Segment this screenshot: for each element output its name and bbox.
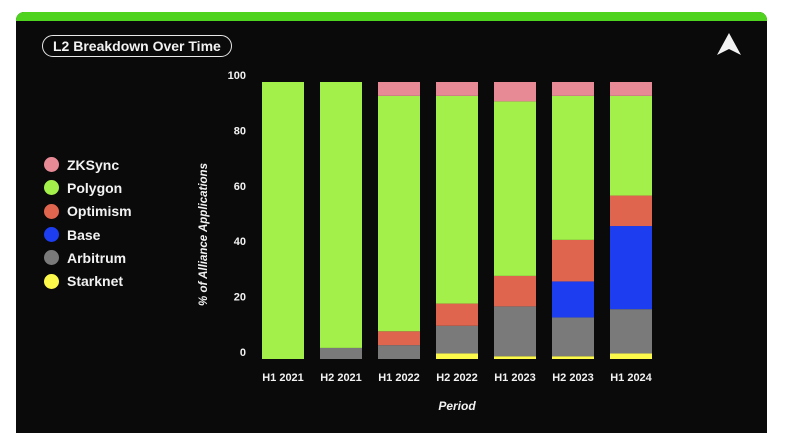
- chart-legend: ZKSync Polygon Optimism Base Arbitrum Starkne…: [44, 153, 132, 293]
- legend-label: Optimism: [67, 203, 132, 220]
- x-tick-label: H1 2022: [378, 372, 420, 384]
- y-tick-label: 60: [234, 181, 246, 193]
- bar-segment-starknet: [552, 356, 594, 359]
- legend-swatch: [44, 157, 59, 173]
- x-tick-label: H2 2021: [320, 372, 362, 384]
- bar-segment-optimism: [494, 275, 536, 307]
- legend-item-polygon: Polygon: [44, 176, 132, 199]
- legend-label: Arbitrum: [67, 249, 127, 266]
- x-axis-label: Period: [438, 399, 476, 413]
- chart-title: L2 Breakdown Over Time: [42, 35, 232, 57]
- legend-item-starknet: Starknet: [44, 269, 132, 292]
- legend-item-base: Base: [44, 223, 132, 246]
- bar-segment-optimism: [378, 331, 420, 346]
- legend-swatch: [44, 273, 59, 289]
- bar-segment-starknet: [494, 356, 536, 359]
- bar-segment-arbitrum: [552, 317, 594, 357]
- bar-segment-base: [552, 281, 594, 318]
- bar-segment-polygon: [494, 101, 536, 276]
- triangle-logo-icon: [717, 33, 741, 55]
- bar-segment-zksync: [436, 82, 478, 96]
- legend-label: Starknet: [67, 273, 124, 290]
- legend-label: ZKSync: [67, 156, 120, 173]
- x-tick-label: H2 2022: [436, 372, 478, 384]
- legend-swatch: [44, 203, 59, 219]
- legend-label: Polygon: [67, 179, 123, 196]
- bar-segment-polygon: [378, 95, 420, 332]
- x-tick-label: H1 2021: [262, 372, 304, 384]
- bar-segment-starknet: [610, 353, 652, 359]
- bar-segment-optimism: [436, 303, 478, 326]
- bar-segment-optimism: [552, 239, 594, 282]
- y-tick-label: 20: [234, 292, 246, 304]
- legend-swatch: [44, 180, 59, 196]
- bar-segment-polygon: [436, 95, 478, 304]
- legend-item-arbitrum: Arbitrum: [44, 246, 132, 269]
- bar-segment-arbitrum: [610, 309, 652, 354]
- bar-segment-optimism: [610, 195, 652, 227]
- bar-segment-polygon: [610, 95, 652, 196]
- bar-segment-zksync: [494, 82, 536, 102]
- bar-segment-arbitrum: [494, 306, 536, 357]
- bar-segment-polygon: [320, 82, 362, 348]
- legend-swatch: [44, 250, 59, 266]
- legend-label: Base: [67, 226, 101, 243]
- bar-segment-polygon: [552, 95, 594, 240]
- y-tick-label: 0: [240, 347, 246, 359]
- bar-segment-arbitrum: [378, 345, 420, 359]
- bar-segment-zksync: [610, 82, 652, 96]
- bar-segment-starknet: [436, 353, 478, 359]
- y-axis-label: % of Alliance Applications: [198, 163, 210, 306]
- top-accent-bar: [16, 12, 767, 21]
- legend-swatch: [44, 227, 59, 243]
- x-tick-label: H2 2023: [552, 372, 594, 384]
- legend-item-zksync: ZKSync: [44, 153, 132, 176]
- bar-segment-base: [610, 226, 652, 310]
- bar-segment-arbitrum: [320, 347, 362, 359]
- legend-item-optimism: Optimism: [44, 200, 132, 223]
- chart-card: L2 Breakdown Over Time ZKSync Polygon Opti…: [16, 12, 767, 433]
- y-tick-label: 80: [234, 125, 246, 137]
- x-tick-label: H1 2024: [610, 372, 652, 384]
- x-tick-label: H1 2023: [494, 372, 536, 384]
- y-tick-label: 40: [234, 236, 246, 248]
- y-tick-label: 100: [228, 70, 246, 82]
- stacked-bar-chart: 0 20 40 60 80 100 % of Alliance Applications H1…: [198, 70, 653, 413]
- bar-segment-zksync: [378, 82, 420, 96]
- bar-segment-arbitrum: [436, 325, 478, 354]
- bar-segment-polygon: [262, 82, 304, 359]
- bar-segment-zksync: [552, 82, 594, 96]
